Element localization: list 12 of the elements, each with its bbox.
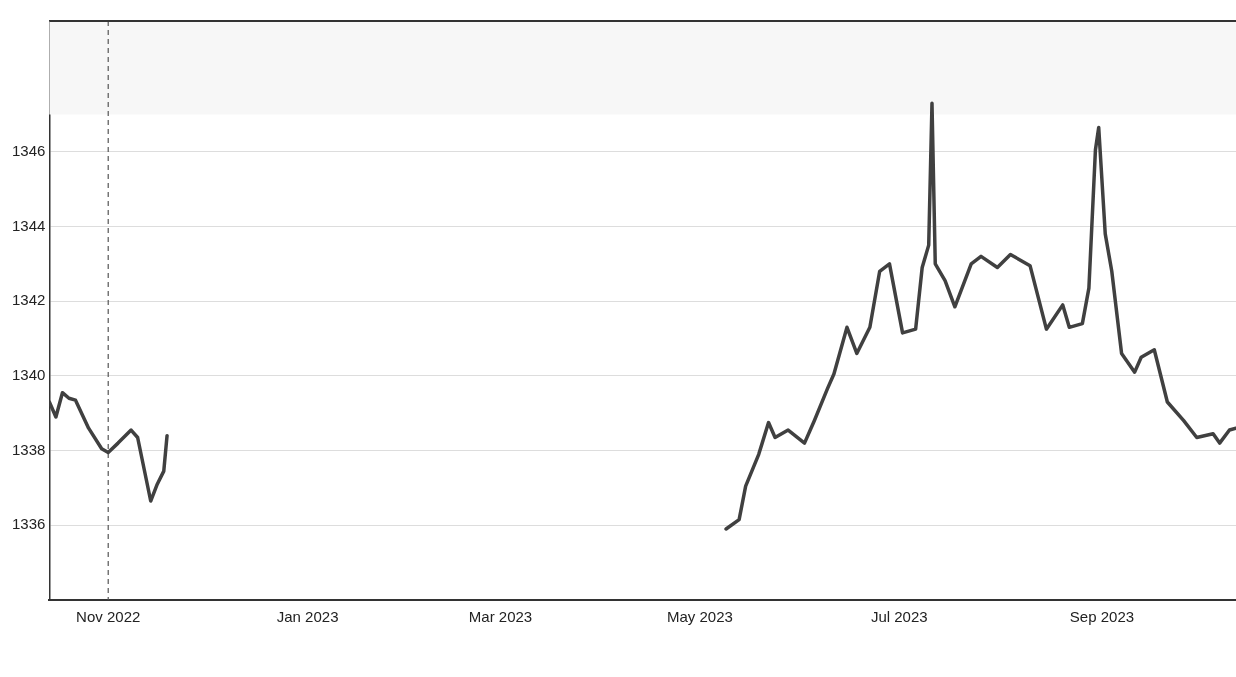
x-tick-label: Nov 2022 [76,608,141,626]
y-tick-label: 1344 [11,216,46,234]
y-tick-label: 1340 [11,366,46,384]
y-tick-label: 1338 [11,440,46,458]
x-tick-label: Sep 2023 [1069,608,1135,626]
y-tick-label: 1346 [11,141,46,159]
y-tick-label: 1336 [11,515,46,533]
x-tick-label: Mar 2023 [468,608,533,626]
x-tick-label: May 2023 [666,608,733,626]
x-tick-label: Jan 2023 [276,608,339,626]
x-tick-label: Jul 2023 [870,608,928,626]
y-tick-label: 1342 [11,291,46,309]
